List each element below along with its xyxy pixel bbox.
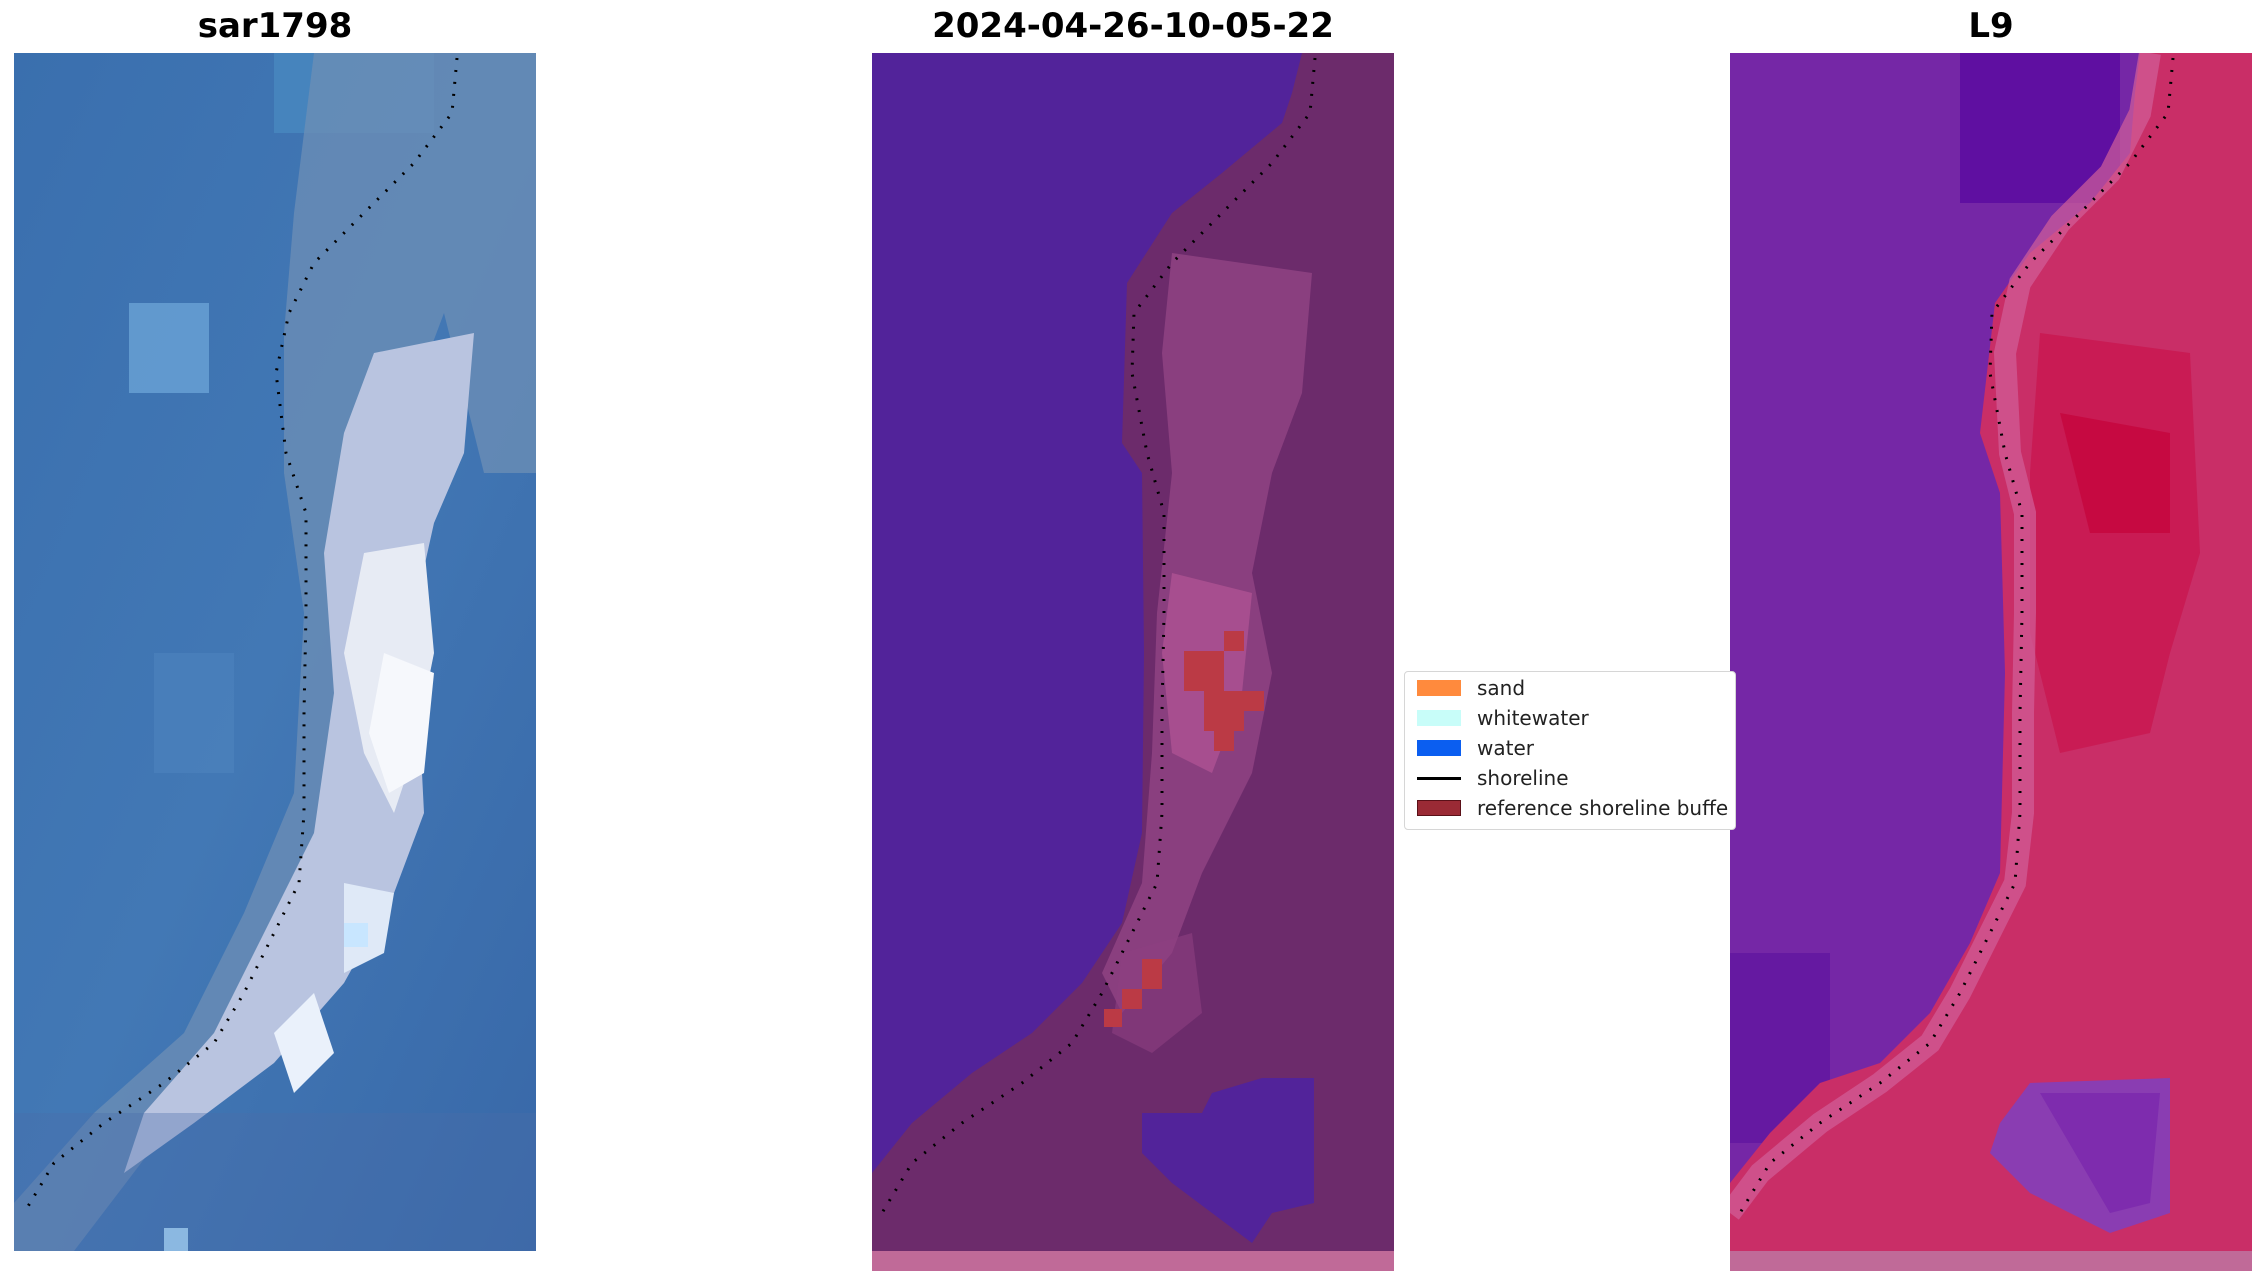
panel-title-classified: 2024-04-26-10-05-22 bbox=[932, 6, 1334, 46]
rgb-image bbox=[14, 53, 536, 1251]
legend-label: reference shoreline buffe bbox=[1477, 796, 1729, 820]
classified-image-panel bbox=[872, 53, 1394, 1271]
legend-item-whitewater: whitewater bbox=[1413, 706, 1753, 730]
panel-title-index: L9 bbox=[1968, 6, 2014, 46]
legend-label: whitewater bbox=[1477, 706, 1589, 730]
panel-title-rgb: sar1798 bbox=[197, 6, 353, 46]
legend-item-sand: sand bbox=[1413, 676, 1753, 700]
sand-swatch bbox=[1417, 680, 1461, 696]
whitewater-swatch bbox=[1417, 710, 1461, 726]
legend-label: water bbox=[1477, 736, 1534, 760]
classified-image bbox=[872, 53, 1394, 1271]
shoreline-swatch bbox=[1417, 777, 1461, 780]
legend-label: shoreline bbox=[1477, 766, 1569, 790]
legend-item-shoreline: shoreline bbox=[1413, 766, 1753, 790]
reference-buffer-swatch bbox=[1417, 800, 1461, 816]
rgb-image-panel bbox=[14, 53, 536, 1251]
index-image bbox=[1730, 53, 2252, 1271]
water-swatch bbox=[1417, 740, 1461, 756]
legend-item-reference-buffer: reference shoreline buffe bbox=[1413, 796, 1753, 820]
legend-label: sand bbox=[1477, 676, 1526, 700]
index-image-panel bbox=[1730, 53, 2252, 1271]
legend: sand whitewater water shoreline referenc… bbox=[1404, 671, 1736, 830]
legend-item-water: water bbox=[1413, 736, 1753, 760]
